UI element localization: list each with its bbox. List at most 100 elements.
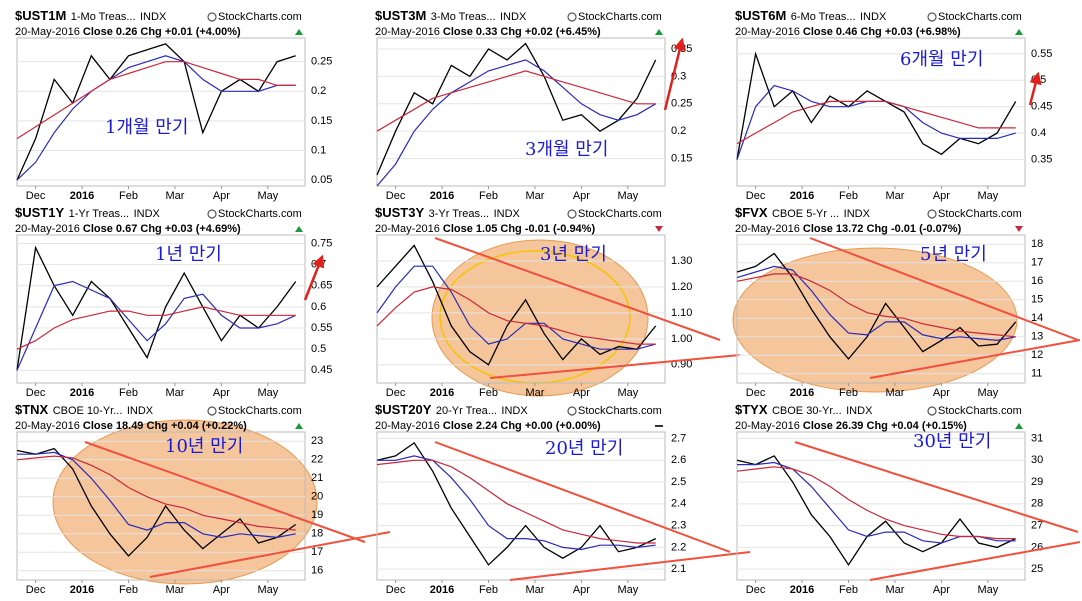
quote-line: 20-May-2016 Close 26.39 Chg +0.04 (+0.15… <box>735 420 967 432</box>
trend-line <box>809 237 1079 341</box>
annotation: 30년 만기 <box>913 431 991 452</box>
date: 20-May-2016 <box>15 223 80 235</box>
y-tick-label: 2.6 <box>671 454 686 466</box>
arrow <box>663 37 686 111</box>
x-tick-label: Mar <box>525 584 544 596</box>
x-tick-label: May <box>257 190 278 202</box>
x-tick-label: Mar <box>165 387 184 399</box>
trend-line <box>869 339 1081 379</box>
x-tick-label: Feb <box>839 190 858 202</box>
plot-frame <box>376 234 666 384</box>
x-tick-label: May <box>257 584 278 596</box>
x-tick-label: 2016 <box>430 584 454 596</box>
series-line <box>376 42 657 176</box>
close: Close 13.72 <box>803 223 864 235</box>
series-line <box>16 245 297 371</box>
highlight-ellipse <box>52 419 318 585</box>
series-line <box>376 244 657 366</box>
header-line: $TYX CBOE 30-Yr... INDX <box>735 402 873 419</box>
quote-line: 20-May-2016 Close 18.49 Chg +0.04 (+0.22… <box>15 420 247 432</box>
x-tick-label: 2016 <box>70 387 94 399</box>
symbol: $UST1M <box>15 8 66 23</box>
y-tick-label: 2.5 <box>671 476 686 488</box>
y-tick-label: 19 <box>311 509 323 521</box>
annotation: 10년 만기 <box>165 436 243 457</box>
logo <box>927 406 937 416</box>
annotation: 5년 만기 <box>920 244 987 265</box>
date: 20-May-2016 <box>15 420 80 432</box>
plot-frame <box>736 431 1026 581</box>
y-tick-label: 0.45 <box>1031 101 1052 113</box>
trend-indicator <box>295 29 303 35</box>
series-line <box>736 100 1016 145</box>
series-line <box>736 466 1016 540</box>
x-tick-label: 2016 <box>430 387 454 399</box>
series-line <box>376 286 656 345</box>
date: 20-May-2016 <box>375 223 440 235</box>
y-tick-label: 0.5 <box>311 343 326 355</box>
x-tick-label: Mar <box>885 584 904 596</box>
header-line: $UST3M 3-Mo Treas... INDX <box>375 8 527 25</box>
source: StockCharts.com <box>938 11 1022 23</box>
y-tick-label: 0.25 <box>671 98 692 110</box>
close: Close 2.24 <box>443 420 498 432</box>
trend-line <box>509 551 751 581</box>
y-tick-label: 0.75 <box>311 237 332 249</box>
plot-frame <box>736 37 1026 187</box>
date: 20-May-2016 <box>735 223 800 235</box>
trend-indicator <box>295 423 303 429</box>
series-line <box>17 451 296 539</box>
symbol: $UST3M <box>375 8 426 23</box>
x-tick-label: Mar <box>885 190 904 202</box>
quote-line: 20-May-2016 Close 0.33 Chg +0.02 (+6.45%… <box>375 26 601 38</box>
y-tick-label: 0.1 <box>311 144 326 156</box>
y-tick-label: 2.7 <box>671 432 686 444</box>
x-tick-label: May <box>977 190 998 202</box>
date: 20-May-2016 <box>375 26 440 38</box>
panel: 0.05 0.1 0.15 0.2 0.25 Dec 2016 Feb Mar Apr May 1개월… <box>15 8 332 202</box>
symbol: $FVX <box>735 205 768 220</box>
trend-indicator <box>1015 226 1023 232</box>
series-line <box>16 280 296 371</box>
trend-line <box>794 441 1079 533</box>
x-tick-label: May <box>617 190 638 202</box>
y-tick-label: 0.15 <box>671 152 692 164</box>
y-tick-label: 28 <box>1031 498 1043 510</box>
instrument-name: 3-Mo Treas... <box>431 11 496 23</box>
x-tick-label: 2016 <box>430 190 454 202</box>
x-tick-label: Feb <box>119 584 138 596</box>
x-tick-label: Apr <box>213 584 230 596</box>
logo <box>207 209 217 219</box>
y-tick-label: 0.45 <box>311 364 332 376</box>
y-tick-label: 0.55 <box>1031 48 1052 60</box>
trend-indicator <box>655 29 663 35</box>
plot-frame <box>16 37 306 187</box>
header-line: $UST1Y 1-Yr Treas... INDX <box>15 205 161 222</box>
y-tick-label: 12 <box>1031 349 1043 361</box>
plot-frame <box>376 431 666 581</box>
symbol: $UST3Y <box>375 205 424 220</box>
close: Close 18.49 <box>83 420 144 432</box>
exchange: INDX <box>501 405 528 417</box>
symbol: $TNX <box>15 402 49 417</box>
y-tick-label: 21 <box>311 472 323 484</box>
y-tick-label: 17 <box>1031 257 1043 269</box>
exchange: INDX <box>844 208 871 220</box>
y-tick-label: 0.35 <box>1031 153 1052 165</box>
series-line <box>736 252 1017 360</box>
symbol: $UST1Y <box>15 205 64 220</box>
y-tick-label: 22 <box>311 454 323 466</box>
y-tick-label: 13 <box>1031 331 1043 343</box>
quote-line: 20-May-2016 Close 0.67 Chg +0.03 (+4.69%… <box>15 223 241 235</box>
trend-line <box>434 237 721 341</box>
source: StockCharts.com <box>578 11 662 23</box>
y-tick-label: 18 <box>1031 238 1043 250</box>
x-tick-label: 2016 <box>790 190 814 202</box>
x-tick-label: Dec <box>386 190 406 202</box>
x-tick-label: Apr <box>933 584 950 596</box>
x-tick-label: Feb <box>479 584 498 596</box>
x-tick-label: Apr <box>213 190 230 202</box>
panel: 0.450.50.550.60.650.70.75Dec2016FebMarAp… <box>15 205 332 399</box>
